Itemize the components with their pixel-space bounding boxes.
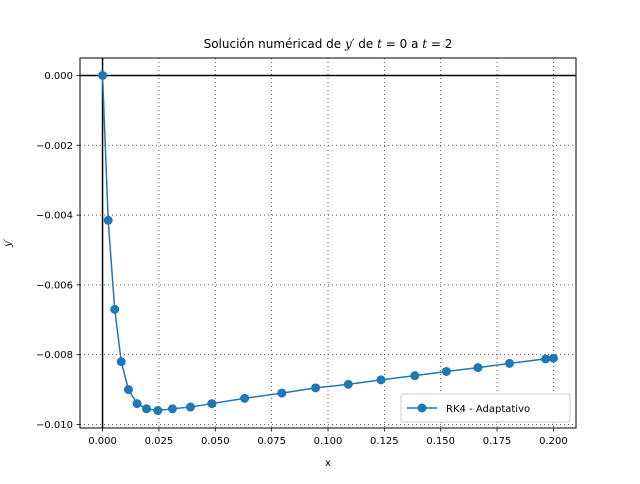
data-point <box>132 399 142 409</box>
x-axis: 0.000 0.025 0.050 0.075 0.100 0.125 0.150 0.175… <box>88 428 568 447</box>
x-tick-label: 0.125 <box>370 436 399 447</box>
data-point <box>123 385 133 395</box>
reference-lines <box>80 58 576 428</box>
data-point <box>185 402 195 412</box>
y-tick-label: −0.008 <box>36 350 73 361</box>
y-tick-label: −0.010 <box>36 420 73 431</box>
data-point <box>343 379 353 389</box>
x-tick-label: 0.150 <box>426 436 455 447</box>
data-point <box>207 399 217 409</box>
legend-label: RK4 - Adaptativo <box>446 404 530 415</box>
y-axis: 0.000 −0.002 −0.004 −0.006 −0.008 −0.010 <box>36 71 80 431</box>
data-point <box>110 304 120 314</box>
data-point <box>153 406 163 416</box>
data-point <box>98 70 108 80</box>
x-tick-label: 0.025 <box>145 436 174 447</box>
x-tick-label: 0.000 <box>88 436 117 447</box>
data-point <box>504 358 514 368</box>
data-point <box>541 354 551 364</box>
x-tick-label: 0.075 <box>257 436 286 447</box>
legend: RK4 - Adaptativo <box>400 393 571 423</box>
data-point <box>167 404 177 414</box>
data-point <box>548 353 558 363</box>
x-tick-label: 0.200 <box>539 436 568 447</box>
y-tick-label: −0.002 <box>36 141 73 152</box>
y-tick-label: −0.006 <box>36 280 73 291</box>
data-point <box>473 363 483 373</box>
data-point <box>410 371 420 381</box>
legend-box <box>400 393 571 423</box>
x-tick-label: 0.050 <box>201 436 230 447</box>
series-layer <box>98 70 558 416</box>
data-point <box>103 215 113 225</box>
x-axis-label: x <box>325 458 331 469</box>
y-axis-label: y′ <box>3 238 14 248</box>
data-point <box>277 388 287 398</box>
data-point <box>311 383 321 393</box>
x-tick-label: 0.175 <box>483 436 512 447</box>
data-point <box>441 366 451 376</box>
y-tick-label: 0.000 <box>44 71 73 82</box>
data-point <box>240 393 250 403</box>
legend-marker <box>417 403 427 413</box>
x-tick-label: 0.100 <box>314 436 343 447</box>
data-point <box>376 375 386 385</box>
data-point <box>142 404 152 414</box>
chart-title: Solución numéricad de y′ de t = 0 a t = … <box>204 37 453 51</box>
series-line <box>101 75 554 412</box>
data-point <box>116 357 126 367</box>
y-tick-label: −0.004 <box>36 211 73 222</box>
